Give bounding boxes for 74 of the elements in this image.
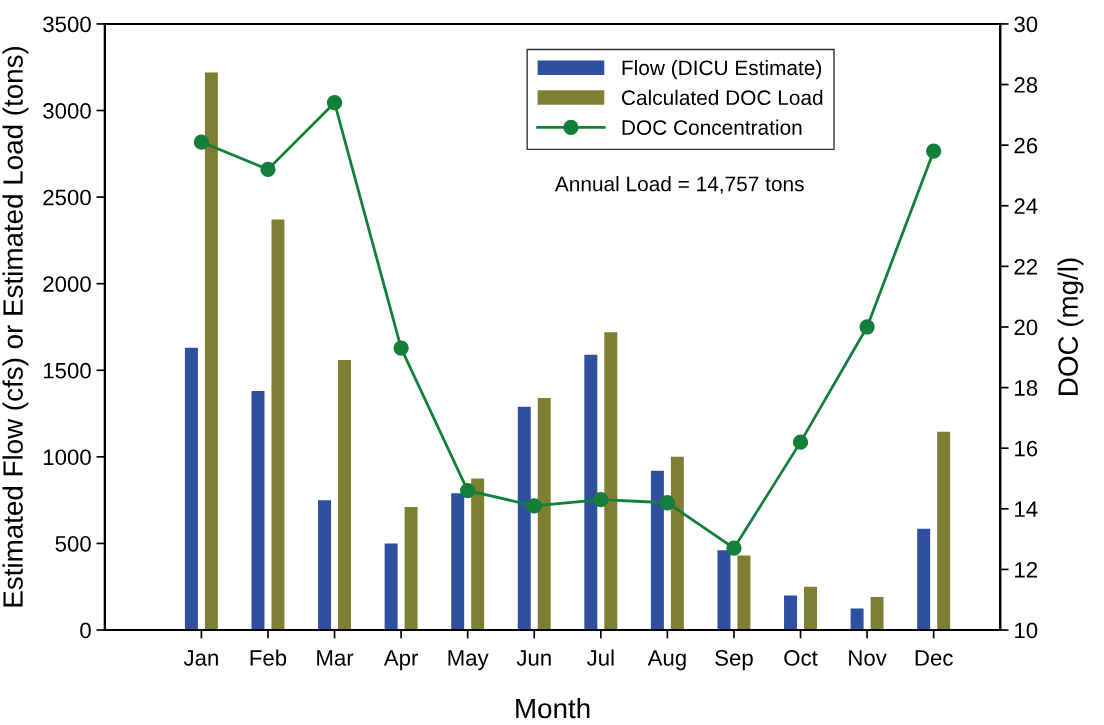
x-tick-label: Apr (383, 650, 419, 671)
bar (451, 493, 465, 631)
point (859, 319, 875, 335)
point (659, 495, 676, 511)
bar (670, 456, 684, 631)
bar (384, 543, 398, 631)
bar (737, 555, 751, 631)
bar (937, 431, 951, 631)
x-tick-label: Mar (317, 650, 354, 666)
x-tick-label: Jun (516, 650, 551, 666)
legend-label: DOC Concentration (622, 119, 802, 135)
legend-label: Calculated DOC Load (621, 89, 823, 106)
bar (604, 332, 618, 631)
x-tick-label: May (448, 650, 489, 671)
bar (804, 586, 817, 631)
y2-axis-title: DOC (mg/l) (1057, 258, 1084, 395)
bar (850, 608, 864, 631)
y-tick-label: 1000 (43, 449, 91, 466)
point (593, 492, 609, 508)
point (526, 498, 542, 514)
x-tick-label: Feb (250, 649, 287, 666)
x-tick-label: Dec (915, 650, 953, 666)
y2-tick-label: 20 (1014, 319, 1038, 336)
bar (338, 359, 352, 631)
bar (204, 72, 218, 631)
bar (584, 354, 598, 631)
bar (717, 550, 731, 631)
annotation: Annual Load = 14,757 tons (554, 176, 804, 194)
y2-tick-label: 30 (1014, 16, 1038, 33)
y-tick-label: 2000 (43, 276, 91, 292)
point (393, 340, 409, 356)
y2-tick-label: 14 (1015, 501, 1038, 517)
bar (404, 507, 418, 631)
y-tick-label: 3000 (43, 103, 91, 119)
y-axis-title: Estimated Flow (cfs) or Estimated Load (tons) (2, 46, 29, 607)
y-tick-label: 0 (80, 622, 91, 639)
y2-tick-label: 24 (1014, 198, 1038, 214)
y-tick-label: 500 (55, 535, 91, 552)
bar (784, 595, 798, 631)
y2-tick-label: 10 (1015, 622, 1038, 639)
legend-label: Flow (DICU Estimate) (622, 59, 822, 80)
bar (184, 347, 198, 631)
x-tick-label: Oct (784, 650, 818, 666)
y-tick-label: 1500 (43, 362, 91, 379)
bar (917, 528, 931, 631)
point (460, 482, 476, 499)
x-tick-label: Sep (715, 650, 753, 671)
point (326, 95, 343, 111)
point (260, 161, 276, 178)
x-tick-label: Jan (183, 650, 218, 666)
bar (471, 478, 485, 631)
point (792, 434, 809, 450)
bar (271, 219, 285, 631)
x-tick-label: Jul (586, 649, 614, 666)
point (926, 143, 942, 159)
y2-tick-label: 18 (1015, 380, 1038, 396)
x-tick-label: Nov (849, 650, 887, 666)
bar (537, 397, 551, 631)
bar (517, 406, 531, 631)
point (726, 540, 742, 556)
point (193, 134, 210, 150)
bar (870, 597, 884, 631)
y-tick-label: 3500 (43, 16, 91, 33)
y2-tick-label: 16 (1015, 440, 1038, 457)
y2-tick-label: 28 (1014, 77, 1038, 93)
y2-tick-label: 22 (1014, 258, 1038, 275)
bar (650, 470, 664, 631)
y-tick-label: 2500 (43, 189, 91, 206)
x-tick-label: Aug (647, 650, 686, 671)
y2-tick-label: 26 (1014, 137, 1038, 154)
bar (251, 391, 265, 631)
y2-tick-label: 12 (1015, 561, 1038, 578)
x-axis-title: Month (516, 697, 590, 719)
bar (318, 500, 332, 631)
